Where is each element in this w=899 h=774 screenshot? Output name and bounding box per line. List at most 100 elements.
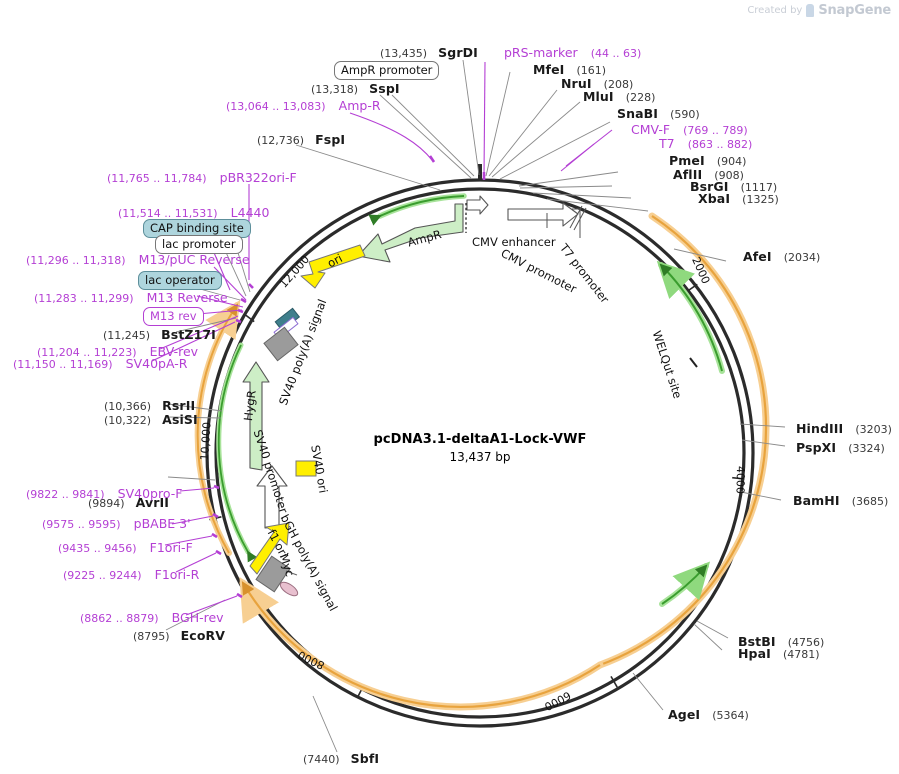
enzyme-snabi-pos: (590): [670, 108, 700, 121]
enzyme-hindiii: HindIII (3203): [796, 420, 892, 436]
enzyme-ecorv-name: EcoRV: [180, 628, 226, 643]
feature-hygr: [242, 361, 270, 471]
enzyme-xbai: XbaI (1325): [698, 190, 779, 206]
enzyme-bstz17i-pos: (11,245): [103, 329, 151, 342]
plasmid-size: 13,437 bp: [449, 450, 511, 464]
enzyme-bamhi-pos: (3685): [851, 495, 889, 508]
enzyme-sspi-name: SspI: [369, 81, 400, 96]
feature-myc: [279, 581, 299, 597]
feature-ampr: [357, 195, 489, 263]
enzyme-afei-pos: (2034): [783, 251, 821, 264]
primer-pbabe-3-name: pBABE 3': [133, 516, 191, 531]
enzyme-hpai-name: HpaI: [738, 646, 771, 661]
feature-label-cmv-enhancer: CMV enhancer: [472, 235, 556, 249]
enzyme-snabi-name: SnaBI: [617, 106, 659, 121]
primer-f1ori-f-name: F1ori-F: [149, 540, 193, 555]
primer-cmv-f-name: CMV-F: [631, 122, 671, 137]
primer-l4440-range: (11,514 .. 11,531): [118, 207, 218, 220]
feature-sv40-ori: [295, 460, 317, 477]
enzyme-asisi: (10,322) AsiSI: [104, 411, 198, 427]
feature-ori: [300, 244, 366, 289]
primer-pbr322ori-f-range: (11,765 .. 11,784): [107, 172, 207, 185]
enzyme-pspxi-name: PspXI: [796, 440, 837, 455]
enzyme-aflii: AflII (908): [673, 166, 744, 182]
primer-amp-r-range: (13,064 .. 13,083): [226, 100, 326, 113]
enzyme-afei-name: AfeI: [743, 249, 772, 264]
primer-ebv-rev-range: (11,204 .. 11,223): [37, 346, 137, 359]
enzyme-hpai: HpaI (4781): [738, 645, 820, 661]
primer-ticks: [211, 155, 486, 599]
feature-bgh-polya: [255, 555, 299, 597]
enzyme-ecorv-pos: (8795): [133, 630, 170, 643]
enzyme-mlui-pos: (228): [625, 91, 656, 104]
enzyme-afei: AfeI (2034): [743, 248, 820, 264]
primer-prs-marker-name: pRS-marker: [504, 45, 578, 60]
primer-l4440-name: L4440: [230, 205, 270, 220]
enzyme-rsrii-pos: (10,366): [104, 400, 152, 413]
enzyme-avrii-pos: (9894): [88, 497, 125, 510]
primer-sv40pa-r-name: SV40pA-R: [125, 356, 188, 371]
primer-ebv-rev: (11,204 .. 11,223) EBV-rev: [37, 343, 198, 359]
enzyme-nrui-name: NruI: [561, 76, 592, 91]
primer-m13-reverse-name: M13 Reverse: [146, 290, 228, 305]
primer-prs-marker-range: (44 .. 63): [590, 47, 642, 60]
insert-arc-orange: [194, 212, 770, 711]
enzyme-snabi: SnaBI (590): [617, 105, 700, 121]
enzyme-rsrii: (10,366) RsrII: [104, 397, 195, 413]
enzyme-aflii-name: AflII: [673, 167, 703, 182]
enzyme-hpai-pos: (4781): [783, 648, 820, 661]
enzyme-ecorv: (8795) EcoRV: [133, 627, 225, 643]
welqut-tick: [689, 357, 698, 368]
primer-pbr322ori-f-name: pBR322ori-F: [219, 170, 297, 185]
enzyme-bamhi-name: BamHI: [793, 493, 840, 508]
enzyme-sbfi-pos: (7440): [303, 753, 340, 766]
enzyme-pspxi-pos: (3324): [848, 442, 885, 455]
enzyme-mfei-pos: (161): [576, 64, 607, 77]
enzyme-bstz17i-name: BstZ17I: [161, 327, 216, 342]
primer-f1ori-r-range: (9225 .. 9244): [63, 569, 142, 582]
ruler-label-10000: 10,000: [198, 421, 214, 461]
enzyme-agei-name: AgeI: [668, 707, 701, 722]
primer-cmv-f-range: (769 .. 789): [683, 124, 748, 137]
plasmid-title: pcDNA3.1-deltaA1-Lock-VWF 13,437 bp: [330, 432, 630, 464]
enzyme-sgrdi: (13,435) SgrDI: [380, 44, 478, 60]
enzyme-nrui: NruI (208): [561, 75, 633, 91]
enzyme-bstbi: BstBI (4756): [738, 633, 824, 649]
feature-cmv-group: [507, 202, 587, 238]
enzyme-xbai-name: XbaI: [698, 191, 731, 206]
boxed-feature-lac-operator: lac operator: [138, 271, 222, 290]
enzyme-sbfi: (7440) SbfI: [303, 750, 379, 766]
primer-cmv-f: CMV-F (769 .. 789): [631, 121, 748, 137]
ruler-label-4000: 4000: [733, 465, 747, 494]
primer-sv40pro-f: (9822 .. 9841) SV40pro-F: [26, 485, 182, 501]
primer-m13-reverse: (11,283 .. 11,299) M13 Reverse: [34, 289, 228, 305]
enzyme-hindiii-name: HindIII: [796, 421, 844, 436]
primer-f1ori-f: (9435 .. 9456) F1ori-F: [58, 539, 193, 555]
primer-leader-lines: [151, 61, 613, 616]
enzyme-fspi-pos: (12,736): [257, 134, 305, 147]
enzyme-sspi-pos: (13,318): [311, 83, 359, 96]
feature-sv40-promoter: [256, 465, 288, 529]
enzyme-sspi: (13,318) SspI: [311, 80, 400, 96]
primer-f1ori-f-range: (9435 .. 9456): [58, 542, 137, 555]
enzyme-asisi-pos: (10,322): [104, 414, 152, 427]
primer-m13-reverse-range: (11,283 .. 11,299): [34, 292, 134, 305]
primer-amp-r-name: Amp-R: [338, 98, 381, 113]
primer-prs-marker: pRS-marker (44 .. 63): [504, 44, 641, 60]
enzyme-pmei-name: PmeI: [669, 153, 705, 168]
primer-l4440: (11,514 .. 11,531) L4440: [118, 204, 269, 220]
watermark-prefix: Created by: [747, 5, 803, 16]
primer-sv40pa-r: (11,150 .. 11,169) SV40pA-R: [13, 355, 187, 371]
enzyme-pmei: PmeI (904): [669, 152, 746, 168]
enzyme-avrii-name: AvrII: [135, 495, 170, 510]
feature-cmv-enhancer: [507, 202, 579, 227]
feature-sv40-polya: [263, 307, 301, 362]
primer-sv40pro-f-range: (9822 .. 9841): [26, 488, 105, 501]
primer-t7-name: T7: [659, 136, 675, 151]
primer-pbabe-3-range: (9575 .. 9595): [42, 518, 121, 531]
enzyme-bsrgi: BsrGI (1117): [690, 178, 777, 194]
primer-sv40pro-f-name: SV40pro-F: [117, 486, 183, 501]
enzyme-mfei: MfeI (161): [533, 61, 606, 77]
